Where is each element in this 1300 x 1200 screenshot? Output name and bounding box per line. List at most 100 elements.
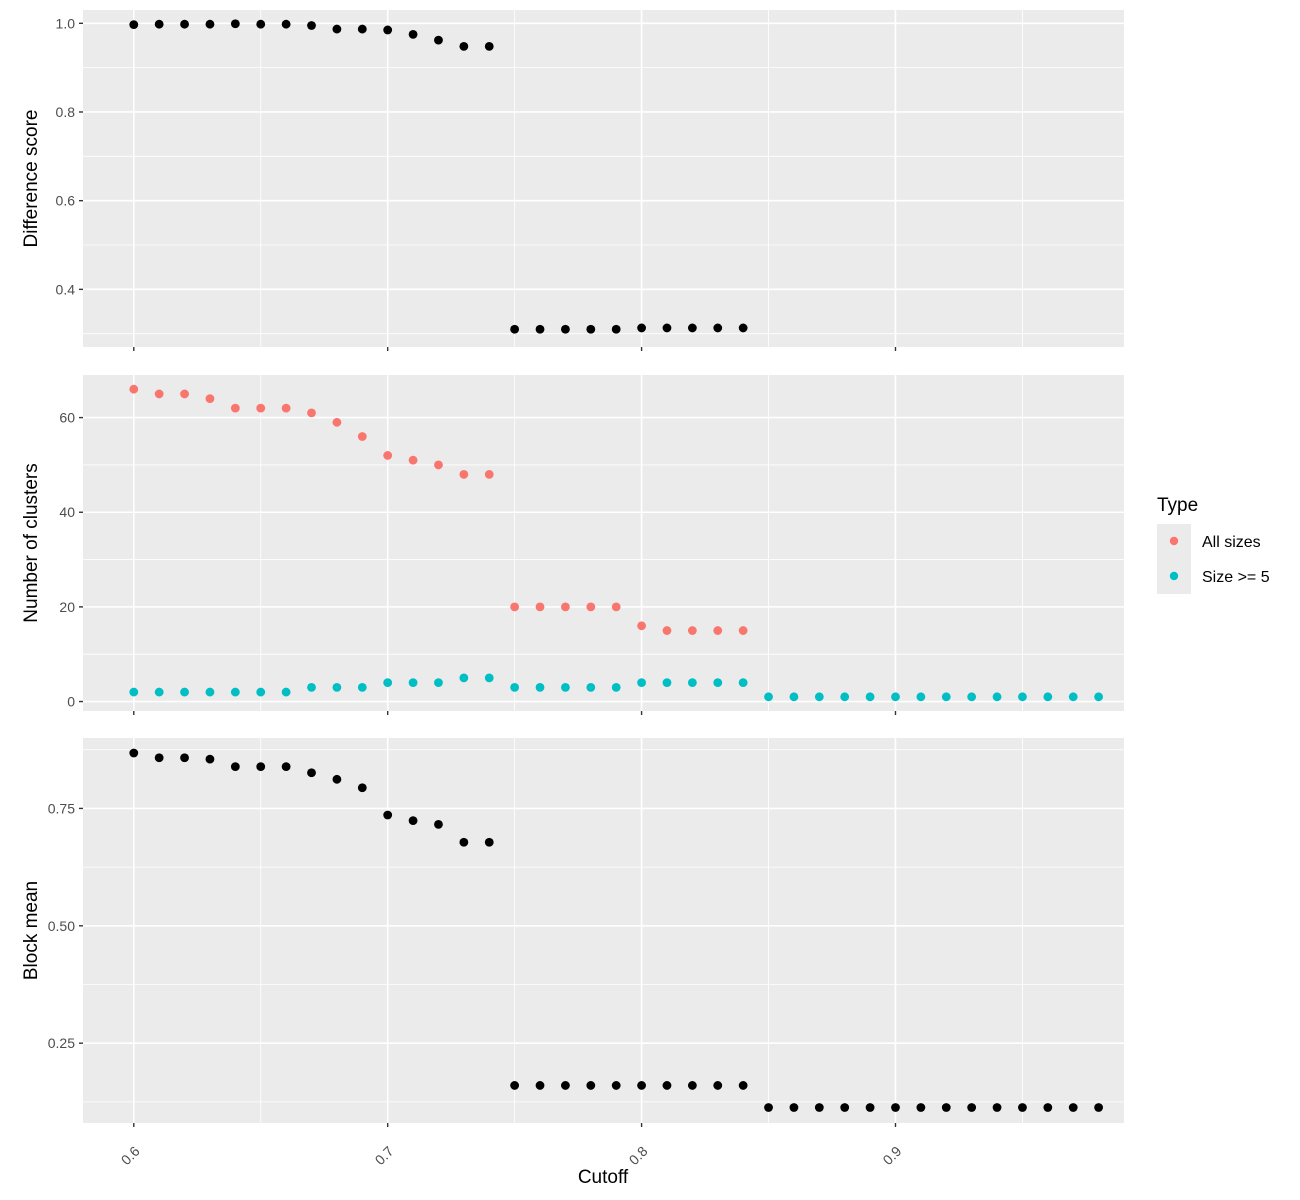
legend-label-all-sizes: All sizes <box>1202 534 1261 551</box>
data-point-size-5 <box>840 692 850 702</box>
data-point-size-5 <box>535 682 545 692</box>
data-point-all-sizes <box>434 460 443 470</box>
legend-title: Type <box>1157 495 1198 516</box>
data-point-series <box>637 1081 646 1090</box>
data-point-all-sizes <box>687 626 697 635</box>
data-point-series <box>154 19 164 29</box>
data-point-series <box>967 1103 977 1112</box>
data-point-series <box>611 1081 621 1090</box>
panel-background <box>83 375 1124 711</box>
data-point-size-5 <box>637 678 646 688</box>
data-point-size-5 <box>967 692 977 702</box>
data-point-size-5 <box>230 687 240 697</box>
data-point-series <box>307 768 316 778</box>
data-point-series <box>459 837 469 847</box>
data-point-series <box>916 1103 926 1112</box>
data-point-series <box>230 762 240 772</box>
data-point-series <box>408 816 418 826</box>
data-point-size-5 <box>459 673 469 683</box>
data-point-series <box>332 24 342 34</box>
x-tick-label: 0.9 <box>879 1143 904 1168</box>
data-point-all-sizes <box>281 403 291 413</box>
data-point-series <box>383 25 393 35</box>
y-tick-label: 1.0 <box>56 15 76 31</box>
data-point-series <box>434 35 443 45</box>
data-point-series <box>814 1103 824 1112</box>
y-tick-label: 40 <box>59 504 75 520</box>
data-point-size-5 <box>586 682 596 692</box>
data-point-series <box>256 19 266 29</box>
data-point-series <box>205 754 215 764</box>
legend: Type All sizes Size >= 5 <box>1157 495 1270 594</box>
panels-layer: 0.4 0.6 0.8 1.0 Difference score 0 20 40 60 Numbe… <box>21 10 1124 1168</box>
panel-background <box>83 738 1124 1123</box>
data-point-all-sizes <box>307 408 316 418</box>
data-point-size-5 <box>611 682 621 692</box>
data-point-series <box>1094 1103 1104 1112</box>
y-tick-label: 0.8 <box>56 104 76 120</box>
data-point-all-sizes <box>180 389 189 399</box>
data-point-series <box>713 323 723 333</box>
data-point-size-5 <box>992 692 1002 702</box>
data-point-series <box>129 20 139 30</box>
data-point-all-sizes <box>459 469 469 479</box>
legend-label-size-5: Size >= 5 <box>1202 569 1270 586</box>
data-point-series <box>357 783 367 793</box>
data-point-series <box>891 1103 900 1112</box>
data-point-all-sizes <box>713 626 723 635</box>
data-point-all-sizes <box>230 403 240 413</box>
data-point-series <box>281 19 291 29</box>
x-tick-label: 0.7 <box>372 1143 397 1168</box>
y-tick-label: 0 <box>67 694 75 710</box>
data-point-series <box>611 324 621 334</box>
legend-key-size-5 <box>1169 571 1179 581</box>
data-point-all-sizes <box>256 403 266 413</box>
data-point-series <box>434 819 443 829</box>
y-axis-title: Number of clusters <box>21 463 42 622</box>
data-point-size-5 <box>256 687 266 697</box>
data-point-series <box>307 21 316 30</box>
data-point-all-sizes <box>484 469 494 479</box>
data-point-size-5 <box>129 687 139 697</box>
y-tick-label: 20 <box>59 599 75 615</box>
data-point-series <box>180 753 189 763</box>
panel-1: 0.4 0.6 0.8 1.0 Difference score <box>21 10 1124 351</box>
data-point-series <box>738 1081 748 1090</box>
data-point-all-sizes <box>154 389 164 399</box>
data-point-size-5 <box>180 687 189 697</box>
data-point-size-5 <box>865 692 875 702</box>
data-point-size-5 <box>814 692 824 702</box>
data-point-series <box>383 810 393 820</box>
data-point-series <box>687 323 697 333</box>
data-point-series <box>459 41 469 51</box>
data-point-series <box>1018 1103 1027 1112</box>
y-axis-title: Block mean <box>21 881 42 980</box>
data-point-series <box>789 1103 799 1112</box>
data-point-series <box>357 24 367 34</box>
data-point-size-5 <box>1018 692 1027 702</box>
data-point-series <box>1043 1103 1053 1112</box>
data-point-all-sizes <box>383 451 393 460</box>
data-point-size-5 <box>510 682 520 692</box>
data-point-series <box>535 324 545 334</box>
data-point-all-sizes <box>586 602 596 612</box>
y-axis-title: Difference score <box>21 110 42 248</box>
x-tick-label: 0.6 <box>118 1143 143 1168</box>
data-point-size-5 <box>662 678 672 688</box>
data-point-all-sizes <box>637 621 646 631</box>
data-point-series <box>941 1103 951 1112</box>
data-point-all-sizes <box>561 602 570 612</box>
data-point-size-5 <box>357 682 367 692</box>
y-tick-label: 0.4 <box>56 281 76 297</box>
data-point-series <box>738 323 748 333</box>
data-point-series <box>1068 1103 1078 1112</box>
data-point-all-sizes <box>510 602 520 612</box>
data-point-size-5 <box>1068 692 1078 702</box>
data-point-all-sizes <box>535 602 545 612</box>
data-point-series <box>154 753 164 763</box>
data-point-size-5 <box>154 687 164 697</box>
data-point-size-5 <box>307 682 316 692</box>
data-point-series <box>510 324 520 334</box>
data-point-size-5 <box>789 692 799 702</box>
